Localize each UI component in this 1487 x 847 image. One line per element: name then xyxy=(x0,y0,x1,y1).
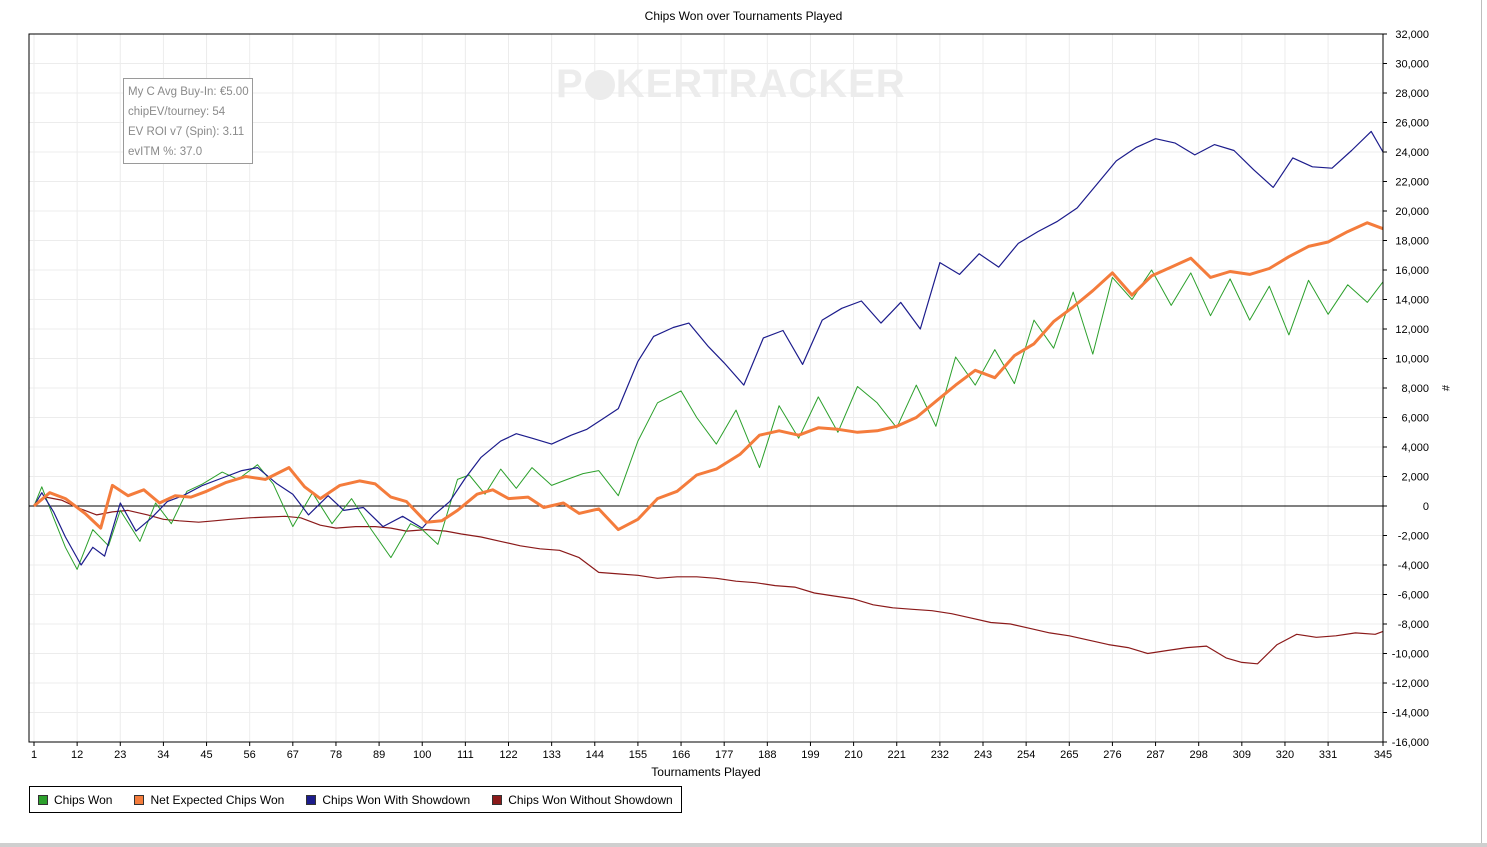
bottom-scroll-bar[interactable] xyxy=(0,843,1487,847)
poker-chip-icon xyxy=(584,70,615,100)
x-tick-label: 89 xyxy=(373,749,385,761)
x-tick-label: 177 xyxy=(715,749,733,761)
y-axis: -16,000 -14,000 -12,000 -10,000 -8,000 -6,000… xyxy=(1383,29,1429,749)
x-axis-label: Tournaments Played xyxy=(651,765,760,779)
pokertracker-watermark: P KERTRACKER xyxy=(556,62,906,107)
series-line-chips-won-without-showdown xyxy=(33,496,1384,665)
watermark-text-1: P xyxy=(556,62,584,106)
watermark-text-3: TRACKER xyxy=(703,62,906,106)
legend-label: Chips Won xyxy=(54,792,113,807)
y-tick-label: -10,000 xyxy=(1392,649,1429,661)
stats-ev-roi: EV ROI v7 (Spin): 3.11 xyxy=(128,126,245,138)
y-tick-label: 16,000 xyxy=(1395,265,1429,277)
x-tick-label: 45 xyxy=(200,749,212,761)
legend-swatch xyxy=(134,794,145,805)
x-tick-label: 166 xyxy=(672,749,690,761)
x-tick-label: 1 xyxy=(31,749,37,761)
y-tick-label: 0 xyxy=(1423,501,1429,513)
y-axis-label: # xyxy=(1439,385,1451,392)
window-edge xyxy=(1481,0,1482,843)
y-tick-label: 4,000 xyxy=(1401,442,1429,454)
y-tick-label: 10,000 xyxy=(1395,354,1429,366)
stats-avg-buyin: My C Avg Buy-In: €5.00 xyxy=(128,86,249,98)
x-tick-label: 287 xyxy=(1146,749,1164,761)
y-tick-label: 28,000 xyxy=(1395,88,1429,100)
y-tick-label: 8,000 xyxy=(1401,383,1429,395)
x-tick-label: 265 xyxy=(1060,749,1078,761)
x-tick-label: 188 xyxy=(758,749,776,761)
x-tick-label: 210 xyxy=(844,749,862,761)
y-tick-label: -2,000 xyxy=(1398,531,1429,543)
legend-label: Chips Won Without Showdown xyxy=(508,792,673,807)
x-tick-label: 12 xyxy=(71,749,83,761)
stats-box: My C Avg Buy-In: €5.00 chipEV/tourney: 5… xyxy=(123,78,253,164)
x-tick-label: 298 xyxy=(1190,749,1208,761)
x-tick-label: 111 xyxy=(457,749,474,761)
y-tick-label: 18,000 xyxy=(1395,236,1429,248)
legend-swatch xyxy=(38,794,48,805)
x-tick-label: 243 xyxy=(974,749,992,761)
x-tick-label: 309 xyxy=(1233,749,1251,761)
legend-item-net-expected[interactable]: Net Expected Chips Won xyxy=(134,793,284,807)
chart-title: Chips Won over Tournaments Played xyxy=(644,9,843,23)
legend-swatch xyxy=(492,794,503,805)
legend-item-with-showdown[interactable]: Chips Won With Showdown xyxy=(306,793,470,807)
legend-label: Chips Won With Showdown xyxy=(322,792,471,807)
series-line-chips-won xyxy=(33,269,1384,570)
y-tick-label: 14,000 xyxy=(1395,295,1429,307)
watermark-text-2: KER xyxy=(615,62,704,106)
x-tick-label: 331 xyxy=(1319,749,1337,761)
y-tick-label: 6,000 xyxy=(1401,413,1429,425)
x-tick-label: 133 xyxy=(542,749,560,761)
x-tick-label: 23 xyxy=(114,749,126,761)
x-tick-label: 155 xyxy=(629,749,647,761)
y-tick-label: 26,000 xyxy=(1395,118,1429,130)
legend-label: Net Expected Chips Won xyxy=(150,792,285,807)
x-tick-label: 34 xyxy=(157,749,169,761)
y-tick-label: 22,000 xyxy=(1395,177,1429,189)
x-tick-label: 199 xyxy=(801,749,819,761)
y-tick-label: 24,000 xyxy=(1395,147,1429,159)
legend-swatch xyxy=(306,794,317,805)
grid-lines xyxy=(29,33,1384,743)
legend: Chips Won Net Expected Chips Won Chips W… xyxy=(29,786,682,813)
x-tick-label: 221 xyxy=(888,749,906,761)
x-tick-label: 254 xyxy=(1017,749,1035,761)
x-tick-label: 144 xyxy=(586,749,604,761)
y-tick-label: -16,000 xyxy=(1392,737,1429,749)
x-tick-label: 100 xyxy=(413,749,431,761)
legend-item-chips-won[interactable]: Chips Won xyxy=(38,793,112,807)
x-tick-label: 276 xyxy=(1103,749,1121,761)
x-tick-label: 320 xyxy=(1276,749,1294,761)
y-tick-label: -8,000 xyxy=(1398,619,1429,631)
y-tick-label: -6,000 xyxy=(1398,590,1429,602)
series-line-net-expected-chips-won xyxy=(33,221,1384,532)
y-tick-label: 12,000 xyxy=(1395,324,1429,336)
x-tick-label: 78 xyxy=(330,749,342,761)
y-tick-label: -14,000 xyxy=(1392,708,1429,720)
y-tick-label: -12,000 xyxy=(1392,678,1429,690)
legend-item-without-showdown[interactable]: Chips Won Without Showdown xyxy=(492,793,673,807)
x-tick-label: 345 xyxy=(1374,749,1392,761)
x-axis: 1 12 23 34 45 56 67 78 89 100 111 122 133 144 155 166 17… xyxy=(31,742,1392,761)
y-tick-label: 30,000 xyxy=(1395,59,1429,71)
x-tick-label: 67 xyxy=(287,749,299,761)
y-tick-label: -4,000 xyxy=(1398,560,1429,572)
series-line-chips-won-with-showdown xyxy=(33,130,1384,566)
y-tick-label: 2,000 xyxy=(1401,472,1429,484)
x-tick-label: 56 xyxy=(244,749,256,761)
y-tick-label: 20,000 xyxy=(1395,206,1429,218)
series-layer xyxy=(33,130,1384,665)
x-tick-label: 232 xyxy=(931,749,949,761)
stats-evitm: evITM %: 37.0 xyxy=(128,146,203,158)
x-tick-label: 122 xyxy=(499,749,517,761)
stats-chipev: chipEV/tourney: 54 xyxy=(128,106,226,118)
y-tick-label: 32,000 xyxy=(1395,29,1429,41)
